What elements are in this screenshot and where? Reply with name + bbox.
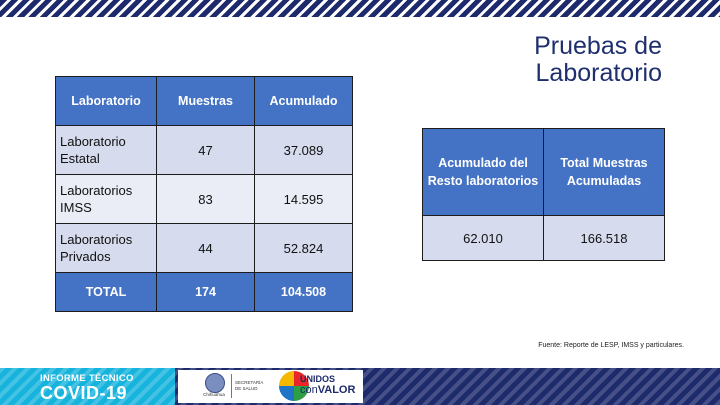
acumulado-cell: 14.595 [254, 174, 353, 224]
informe-tecnico-label: INFORME TÉCNICO [40, 373, 134, 384]
table-row: Laboratorios Privados 44 52.824 [55, 223, 353, 273]
top-stripe-decoration [0, 0, 720, 17]
muestras-cell: 83 [156, 174, 255, 224]
badge-stripe-decoration [0, 368, 175, 405]
lab-name-cell: Laboratorio Estatal [55, 125, 157, 175]
column-header-laboratorio: Laboratorio [55, 76, 157, 126]
unidos-heart-logo [279, 371, 309, 401]
column-header-muestras: Muestras [156, 76, 255, 126]
table-row: Laboratorios IMSS 83 14.595 [55, 174, 353, 224]
total-muestras-value: 166.518 [543, 215, 665, 261]
summary-header-row: Acumulado del Resto laboratorios Total M… [422, 128, 665, 216]
lab-name-line1: Laboratorio [60, 134, 126, 149]
table-total-row: TOTAL 174 104.508 [55, 272, 353, 312]
column-header-acumulado: Acumulado [254, 76, 353, 126]
page-title: Pruebas de Laboratorio [534, 33, 662, 87]
acumulado-cell: 52.824 [254, 223, 353, 273]
state-seal-logo [205, 373, 225, 393]
header-line1: Total Muestras [560, 156, 648, 170]
table-header-row: Laboratorio Muestras Acumulado [55, 76, 353, 126]
header-line1: Acumulado del [438, 156, 528, 170]
total-muestras-cell: 174 [156, 272, 255, 312]
column-header-total-muestras: Total Muestras Acumuladas [543, 128, 665, 216]
source-note: Fuente: Reporte de LESP, IMSS y particul… [538, 342, 684, 349]
logo-divider [231, 374, 232, 398]
secretaria-logo-text: SECRETARÍA DE SALUD [235, 380, 264, 391]
table-row: Laboratorio Estatal 47 37.089 [55, 125, 353, 175]
page-title-line1: Pruebas de [534, 32, 662, 60]
header-line2: Resto laboratorios [427, 174, 539, 188]
page-title-line2: Laboratorio [535, 59, 662, 87]
summary-value-row: 62.010 166.518 [422, 215, 665, 261]
lab-name-line1: Laboratorios [60, 232, 133, 247]
acumulado-cell: 37.089 [254, 125, 353, 175]
header-line2: Acumuladas [566, 174, 642, 188]
lab-name-line2: IMSS [60, 200, 92, 215]
lab-name-line1: Laboratorios [60, 183, 133, 198]
summary-table: Acumulado del Resto laboratorios Total M… [422, 128, 665, 261]
state-logo-caption: Chihuahua [203, 392, 225, 397]
muestras-cell: 44 [156, 223, 255, 273]
lab-name-line2: Privados [60, 249, 111, 264]
lab-name-line2: Estatal [60, 151, 100, 166]
acumulado-resto-value: 62.010 [422, 215, 544, 261]
lab-name-cell: Laboratorios Privados [55, 223, 157, 273]
brand-valor: VALOR [317, 384, 356, 396]
brand-convalor: conVALOR [300, 384, 355, 396]
brand-con: con [300, 384, 318, 396]
informe-tecnico-badge [0, 368, 175, 405]
lab-name-cell: Laboratorios IMSS [55, 174, 157, 224]
column-header-acumulado-resto: Acumulado del Resto laboratorios [422, 128, 544, 216]
covid-label: COVID-19 [40, 383, 128, 403]
laboratory-table: Laboratorio Muestras Acumulado Laborator… [55, 76, 353, 312]
total-label-cell: TOTAL [55, 272, 157, 312]
brand-unidos: UNIDOS [300, 374, 336, 384]
total-acumulado-cell: 104.508 [254, 272, 353, 312]
muestras-cell: 47 [156, 125, 255, 175]
